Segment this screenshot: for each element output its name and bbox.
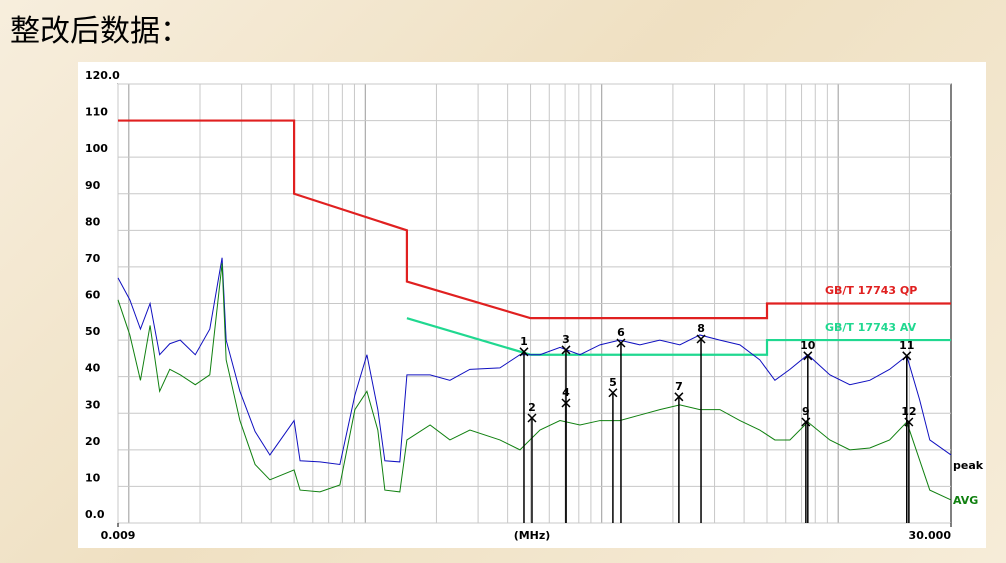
x-tick-label: 30.000 xyxy=(909,529,952,542)
marker xyxy=(696,334,706,344)
y-tick-label: 10 xyxy=(85,471,101,484)
marker-label: 9 xyxy=(802,405,810,418)
series-line xyxy=(117,257,952,466)
series-label: GB/T 17743 AV xyxy=(825,321,917,334)
marker xyxy=(561,345,571,355)
marker-label: 11 xyxy=(899,339,914,352)
marker xyxy=(616,338,626,348)
y-tick-label: 0.0 xyxy=(85,508,105,521)
y-tick-label: 50 xyxy=(85,325,101,338)
marker xyxy=(803,351,813,361)
series-line xyxy=(117,263,952,501)
series-label: AVG xyxy=(953,494,978,507)
marker xyxy=(608,388,618,398)
y-tick-label: 120.0 xyxy=(85,69,120,82)
marker xyxy=(519,347,529,357)
marker-label: 4 xyxy=(562,386,570,399)
marker-label: 1 xyxy=(520,335,528,348)
series-line xyxy=(406,317,951,356)
marker-label: 12 xyxy=(901,405,916,418)
y-tick-label: 100 xyxy=(85,142,108,155)
marker xyxy=(527,413,537,423)
marker-label: 2 xyxy=(528,401,536,414)
marker xyxy=(904,417,914,427)
marker xyxy=(902,351,912,361)
x-tick-label: 0.009 xyxy=(101,529,136,542)
y-tick-label: 40 xyxy=(85,362,101,375)
marker xyxy=(561,398,571,408)
y-tick-label: 70 xyxy=(85,252,101,265)
y-tick-label: 80 xyxy=(85,215,101,228)
slide-title: 整改后数据： xyxy=(10,14,190,49)
x-axis-label: (MHz) xyxy=(514,529,551,542)
y-tick-label: 30 xyxy=(85,398,101,411)
y-tick-label: 90 xyxy=(85,179,101,192)
marker-label: 3 xyxy=(562,333,570,346)
marker xyxy=(674,392,684,402)
marker-label: 7 xyxy=(675,380,683,393)
marker-label: 6 xyxy=(617,326,625,339)
series-label: GB/T 17743 QP xyxy=(825,284,917,297)
marker-label: 5 xyxy=(609,376,617,389)
series-label: peak xyxy=(953,459,984,472)
y-tick-label: 20 xyxy=(85,435,101,448)
marker-label: 10 xyxy=(800,339,816,352)
y-tick-label: 60 xyxy=(85,289,101,302)
series-line xyxy=(118,119,951,320)
marker-label: 8 xyxy=(697,322,705,335)
y-tick-label: 110 xyxy=(85,106,108,119)
